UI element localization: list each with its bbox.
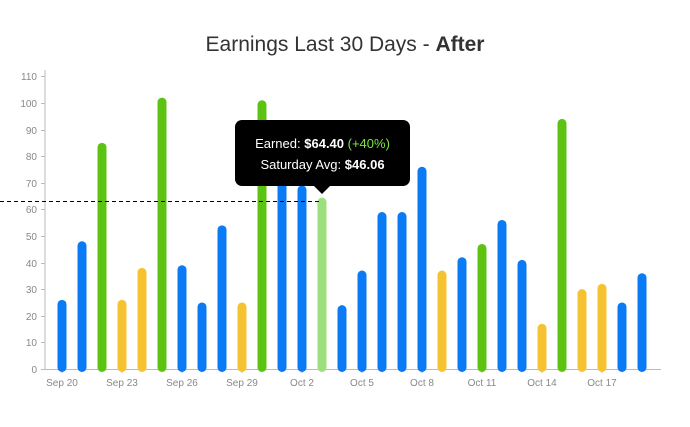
tooltip-earned-change: (+40%) [347, 136, 390, 151]
bar [417, 166, 427, 372]
x-tick-label: Oct 11 [468, 378, 497, 389]
x-tick-label: Oct 17 [587, 378, 617, 389]
bar [177, 265, 187, 372]
bar [137, 267, 147, 372]
bar [617, 302, 627, 372]
y-tick-label: 110 [21, 72, 37, 83]
y-tick-label: 50 [26, 232, 38, 243]
bar [157, 97, 167, 372]
bar [377, 212, 387, 372]
x-tick-label: Sep 29 [226, 378, 258, 389]
y-tick-label: 80 [26, 152, 38, 163]
bar [477, 243, 487, 372]
y-tick-label: 100 [20, 99, 37, 110]
bar [97, 142, 107, 372]
bar [297, 185, 307, 372]
bar [77, 241, 87, 372]
tooltip-pointer [313, 185, 331, 194]
bar [217, 225, 227, 372]
bar [277, 164, 287, 372]
y-tick-label: 0 [31, 365, 37, 376]
tooltip-earned-line: Earned: $64.40 (+40%) [235, 133, 410, 154]
x-tick-label: Oct 14 [527, 378, 557, 389]
bar [497, 219, 507, 372]
bar [517, 259, 527, 372]
bar [337, 305, 347, 372]
tooltip-avg-line: Saturday Avg: $46.06 [235, 154, 410, 175]
chart-title-emphasis: After [435, 33, 485, 56]
x-tick-label: Oct 5 [350, 378, 374, 389]
tooltip-earned-value: $64.40 [304, 136, 345, 151]
tooltip-earned-label: Earned: [255, 136, 301, 151]
x-tick-label: Oct 2 [290, 378, 314, 389]
x-tick-label: Sep 23 [106, 378, 138, 389]
tooltip-avg-value: $46.06 [344, 157, 385, 172]
bar [557, 118, 567, 372]
bar [317, 197, 327, 372]
bar [57, 299, 67, 372]
bar [457, 257, 467, 372]
chart-title-main: Earnings Last 30 Days - [205, 33, 436, 56]
tooltip: Earned: $64.40 (+40%) Saturday Avg: $46.… [235, 120, 410, 186]
y-tick-label: 60 [26, 205, 38, 216]
y-tick-label: 20 [26, 312, 38, 323]
y-tick-label: 10 [26, 338, 38, 349]
x-tick-label: Sep 26 [166, 378, 198, 389]
bar [537, 323, 547, 372]
x-tick-label: Sep 20 [46, 378, 78, 389]
y-tick-label: 90 [26, 126, 38, 137]
bar [117, 299, 127, 372]
bar [357, 270, 367, 372]
x-tick-label: Oct 8 [410, 378, 434, 389]
tooltip-avg-label: Saturday Avg: [260, 157, 342, 172]
y-tick-label: 40 [26, 259, 38, 270]
bar [577, 289, 587, 372]
chart-title: Earnings Last 30 Days - After [0, 33, 690, 57]
bar [597, 283, 607, 372]
y-tick-label: 70 [26, 179, 38, 190]
bar [637, 273, 647, 372]
bar [437, 270, 447, 372]
bar [237, 302, 247, 372]
y-tick-label: 30 [26, 285, 38, 296]
bar [397, 212, 407, 372]
bar [197, 302, 207, 372]
